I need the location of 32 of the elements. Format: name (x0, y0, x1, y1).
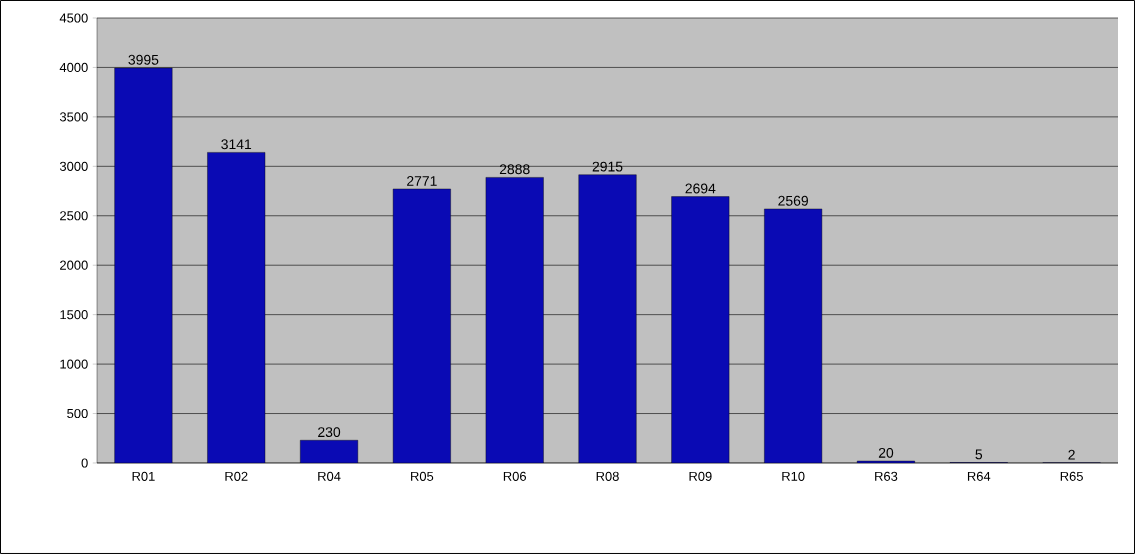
data-label: 20 (878, 447, 894, 458)
x-tick-label: R06 (503, 471, 526, 481)
data-label: 230 (318, 427, 341, 438)
data-label: 3995 (128, 54, 159, 65)
y-tick-label: 3000 (59, 161, 88, 171)
data-label: 2915 (592, 161, 623, 172)
data-label: 3141 (221, 139, 252, 150)
x-tick-label: R05 (411, 471, 434, 481)
y-tick-label: 2500 (60, 211, 88, 221)
x-tick-label: R09 (689, 471, 712, 481)
y-tick-label: 1000 (60, 359, 88, 369)
x-tick-label: R01 (132, 471, 155, 481)
data-label: 2694 (685, 183, 716, 194)
y-tick-label: 3500 (59, 112, 88, 122)
y-tick-label: 4000 (59, 62, 88, 73)
y-tick-label: 2000 (60, 260, 88, 270)
data-label: 2 (1068, 449, 1075, 460)
data-label: 5 (975, 449, 983, 460)
data-label: 2771 (407, 176, 437, 186)
x-tick-label: R08 (596, 471, 619, 481)
x-tick-label: R64 (967, 471, 991, 481)
y-tick-label: 4500 (59, 13, 88, 23)
x-tick-label: R63 (875, 471, 898, 481)
y-tick-label: 1500 (60, 310, 88, 320)
y-tick-label: 500 (67, 408, 88, 419)
x-tick-label: R02 (225, 471, 248, 481)
data-label: 2569 (778, 195, 808, 206)
x-tick-label: R65 (1060, 471, 1083, 481)
y-tick-label: 0 (81, 458, 88, 468)
x-tick-label: R10 (782, 471, 805, 481)
x-tick-label: R04 (318, 471, 341, 481)
data-label: 2888 (499, 164, 530, 175)
